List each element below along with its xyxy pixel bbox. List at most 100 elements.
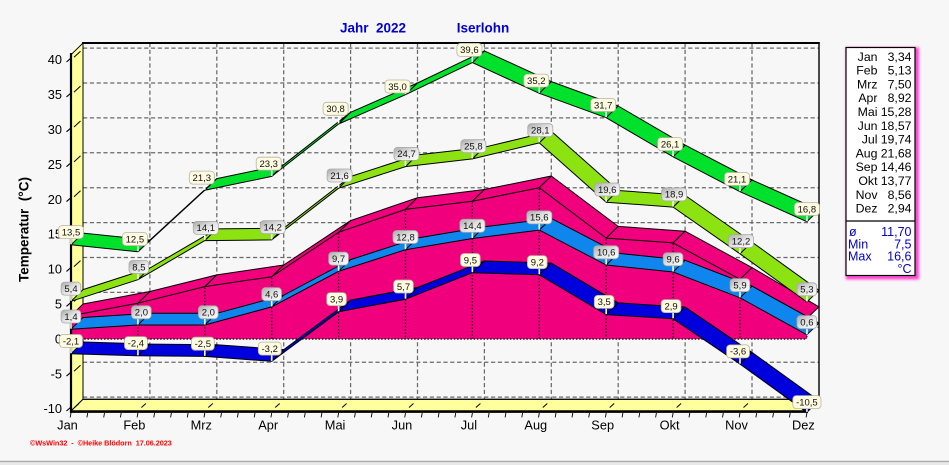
- svg-text:Apr: Apr: [858, 91, 877, 105]
- svg-text:9,5: 9,5: [464, 255, 477, 266]
- svg-text:12,2: 12,2: [732, 236, 751, 247]
- svg-text:14,4: 14,4: [463, 221, 482, 232]
- svg-text:13,5: 13,5: [62, 227, 81, 238]
- svg-text:2,9: 2,9: [664, 301, 677, 312]
- svg-text:9,6: 9,6: [666, 255, 679, 266]
- svg-text:26,1: 26,1: [661, 139, 680, 150]
- svg-text:-2,5: -2,5: [195, 339, 211, 350]
- svg-text:20: 20: [48, 192, 62, 207]
- svg-text:-3,6: -3,6: [730, 347, 746, 358]
- svg-text:Jun: Jun: [392, 418, 413, 433]
- svg-text:5,3: 5,3: [800, 285, 813, 296]
- svg-text:24,7: 24,7: [397, 149, 416, 160]
- svg-text:8,56: 8,56: [888, 188, 912, 202]
- svg-text:8,92: 8,92: [888, 91, 912, 105]
- svg-text:13,77: 13,77: [881, 174, 912, 188]
- svg-text:10,6: 10,6: [597, 248, 616, 259]
- svg-text:Mrz: Mrz: [191, 418, 212, 433]
- svg-text:14,1: 14,1: [197, 223, 216, 234]
- svg-text:40: 40: [48, 52, 62, 67]
- svg-text:5: 5: [55, 297, 62, 312]
- svg-text:25: 25: [48, 157, 62, 172]
- svg-text:Max: Max: [848, 250, 872, 264]
- svg-text:8,5: 8,5: [132, 262, 145, 273]
- svg-text:Iserlohn: Iserlohn: [457, 21, 510, 36]
- svg-text:12,5: 12,5: [126, 234, 145, 245]
- svg-text:Feb: Feb: [123, 418, 145, 433]
- svg-text:Mrz: Mrz: [857, 77, 878, 91]
- svg-text:-10,5: -10,5: [796, 397, 818, 408]
- svg-text:Feb: Feb: [856, 64, 877, 78]
- svg-text:18,9: 18,9: [665, 190, 684, 201]
- svg-text:Jun: Jun: [858, 119, 878, 133]
- svg-text:Jul: Jul: [461, 418, 477, 433]
- svg-text:Mai: Mai: [325, 418, 346, 433]
- svg-text:15,6: 15,6: [530, 213, 549, 224]
- svg-text:Apr: Apr: [258, 418, 279, 433]
- svg-text:Nov: Nov: [856, 188, 879, 202]
- svg-text:7,50: 7,50: [888, 77, 912, 91]
- svg-text:23,3: 23,3: [259, 159, 278, 170]
- svg-text:0,6: 0,6: [800, 317, 813, 328]
- svg-text:30,8: 30,8: [326, 104, 345, 115]
- svg-text:9,2: 9,2: [531, 257, 544, 268]
- svg-text:21,1: 21,1: [728, 174, 747, 185]
- svg-text:10: 10: [48, 262, 62, 277]
- svg-text:5,7: 5,7: [397, 282, 410, 293]
- svg-text:2,94: 2,94: [888, 202, 912, 216]
- svg-text:30: 30: [48, 122, 62, 137]
- svg-text:2,0: 2,0: [202, 308, 215, 319]
- svg-text:-5: -5: [51, 366, 62, 381]
- svg-text:Dez: Dez: [792, 418, 815, 433]
- svg-text:35,0: 35,0: [388, 82, 407, 93]
- svg-text:11,70: 11,70: [881, 225, 911, 239]
- svg-text:0: 0: [55, 331, 62, 346]
- svg-text:25,8: 25,8: [464, 142, 483, 153]
- svg-text:-3,2: -3,2: [262, 344, 278, 355]
- svg-text:Okt: Okt: [858, 174, 878, 188]
- svg-text:©WsWin32 - ©Heike Blödorn 1: ©WsWin32 - ©Heike Blödorn 17.06.2023: [30, 439, 172, 448]
- svg-text:Sep: Sep: [591, 418, 614, 433]
- svg-text:5,9: 5,9: [733, 280, 746, 291]
- svg-text:Dez: Dez: [856, 202, 878, 216]
- svg-text:4,6: 4,6: [265, 290, 278, 301]
- svg-text:21,3: 21,3: [193, 173, 212, 184]
- svg-text:°C: °C: [897, 262, 911, 276]
- svg-text:35,2: 35,2: [527, 76, 546, 87]
- svg-text:3,5: 3,5: [598, 297, 611, 308]
- svg-text:Mai: Mai: [858, 105, 878, 119]
- svg-text:Jahr 2022: Jahr 2022: [340, 21, 406, 36]
- svg-text:Temperatur (°C): Temperatur (°C): [17, 177, 32, 282]
- svg-text:31,7: 31,7: [594, 100, 613, 111]
- svg-text:-2,4: -2,4: [128, 338, 144, 349]
- svg-text:-10: -10: [44, 401, 63, 416]
- svg-text:Min: Min: [848, 237, 868, 251]
- svg-text:Aug: Aug: [524, 418, 547, 433]
- svg-text:Sep: Sep: [856, 160, 878, 174]
- svg-text:Aug: Aug: [856, 146, 878, 160]
- svg-text:ø: ø: [849, 225, 857, 239]
- svg-text:7,5: 7,5: [894, 237, 911, 251]
- svg-text:9,7: 9,7: [332, 254, 345, 265]
- svg-text:Okt: Okt: [660, 418, 680, 433]
- svg-text:19,6: 19,6: [598, 185, 617, 196]
- svg-text:15,28: 15,28: [881, 105, 912, 119]
- svg-text:16,6: 16,6: [887, 250, 911, 264]
- svg-text:3,34: 3,34: [888, 50, 912, 64]
- svg-text:35: 35: [48, 87, 62, 102]
- svg-text:3,9: 3,9: [330, 294, 343, 305]
- svg-text:18,57: 18,57: [881, 119, 912, 133]
- svg-text:21,68: 21,68: [881, 146, 912, 160]
- svg-text:2,0: 2,0: [135, 308, 148, 319]
- svg-text:14,46: 14,46: [881, 160, 912, 174]
- svg-text:Nov: Nov: [725, 418, 748, 433]
- svg-text:Jan: Jan: [57, 418, 78, 433]
- svg-text:1,4: 1,4: [64, 312, 77, 323]
- svg-text:19,74: 19,74: [881, 133, 912, 147]
- svg-text:-2,1: -2,1: [63, 336, 79, 347]
- svg-text:12,8: 12,8: [396, 232, 415, 243]
- svg-text:5,13: 5,13: [888, 64, 912, 78]
- svg-text:21,6: 21,6: [330, 171, 349, 182]
- svg-text:14,2: 14,2: [263, 223, 282, 234]
- svg-text:Jan: Jan: [858, 50, 878, 64]
